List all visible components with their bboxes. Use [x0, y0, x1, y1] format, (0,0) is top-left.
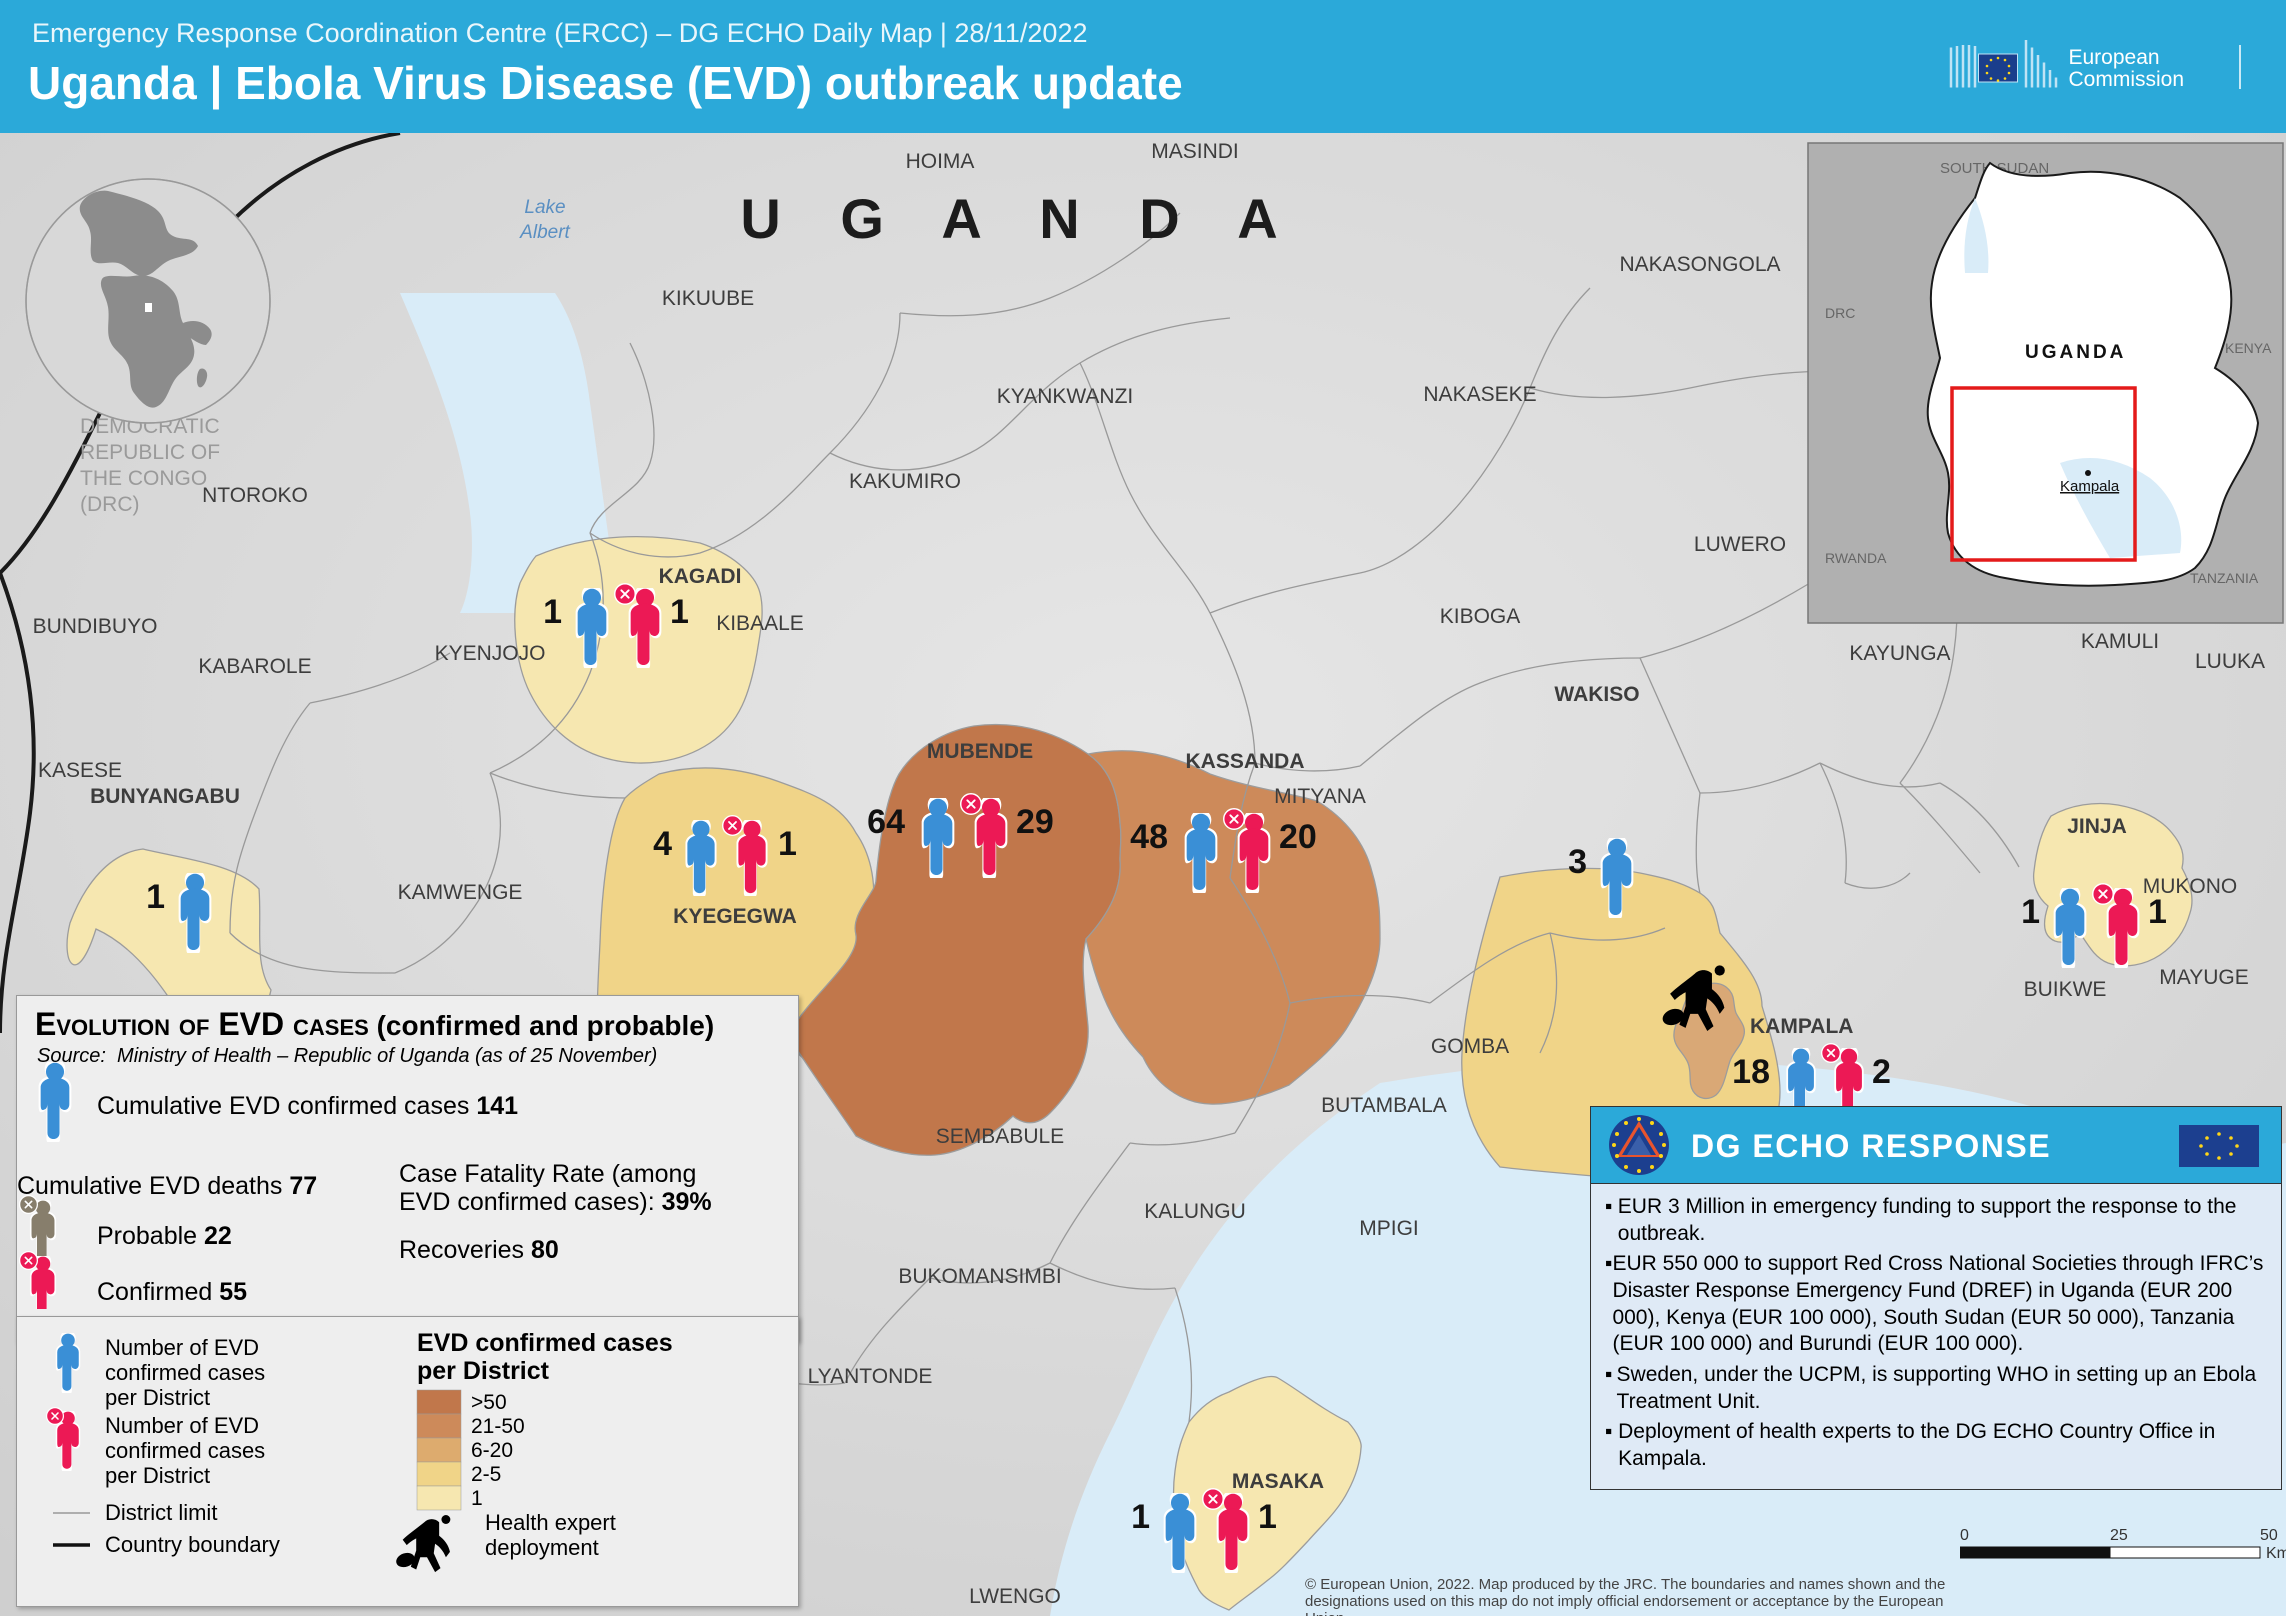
svg-text:Albert: Albert — [519, 222, 570, 243]
svg-text:(DRC): (DRC) — [80, 493, 139, 516]
svg-text:50: 50 — [2260, 1527, 2278, 1544]
svg-text:MUBENDE: MUBENDE — [927, 740, 1033, 763]
svg-text:1: 1 — [146, 878, 165, 916]
svg-text:3: 3 — [1568, 843, 1587, 881]
svg-text:21-50: 21-50 — [471, 1415, 525, 1438]
svg-text:MAYUGE: MAYUGE — [2159, 966, 2248, 989]
svg-text:KENYA: KENYA — [2225, 340, 2272, 356]
svg-text:NAKASONGOLA: NAKASONGOLA — [1619, 253, 1780, 276]
svg-text:Confirmed 55: Confirmed 55 — [97, 1278, 247, 1306]
svg-text:48: 48 — [1130, 818, 1168, 856]
svg-text:NAKASEKE: NAKASEKE — [1423, 383, 1536, 406]
svg-text:EVD confirmed cases: EVD confirmed cases — [417, 1329, 673, 1357]
svg-text:BUNDIBUYO: BUNDIBUYO — [33, 615, 158, 638]
svg-text:MASINDI: MASINDI — [1151, 140, 1239, 163]
svg-text:1: 1 — [2148, 893, 2167, 931]
svg-text:WAKISO: WAKISO — [1554, 683, 1639, 706]
svg-text:Cumulative EVD deaths 77: Cumulative EVD deaths 77 — [17, 1172, 317, 1200]
svg-text:Number of EVD: Number of EVD — [105, 1413, 259, 1438]
svg-text:KIBAALE: KIBAALE — [716, 612, 804, 635]
svg-text:1: 1 — [1258, 1498, 1277, 1536]
svg-text:BUTAMBALA: BUTAMBALA — [1321, 1094, 1447, 1117]
svg-text:MPIGI: MPIGI — [1359, 1217, 1419, 1240]
svg-text:Kampala: Kampala — [2060, 478, 2120, 495]
svg-text:BUKOMANSIMBI: BUKOMANSIMBI — [898, 1265, 1061, 1288]
svg-text:LUUKA: LUUKA — [2195, 650, 2265, 673]
svg-text:LYANTONDE: LYANTONDE — [808, 1365, 933, 1388]
svg-text:Probable 22: Probable 22 — [97, 1222, 232, 1250]
svg-text:1: 1 — [1131, 1498, 1150, 1536]
svg-text:KAMWENGE: KAMWENGE — [398, 881, 523, 904]
svg-text:MITYANA: MITYANA — [1274, 785, 1366, 808]
svg-text:Cumulative EVD confirmed cases: Cumulative EVD confirmed cases 141 — [97, 1092, 518, 1120]
svg-text:District limit: District limit — [105, 1500, 217, 1525]
svg-text:KAYUNGA: KAYUNGA — [1849, 642, 1950, 665]
svg-text:KAMPALA: KAMPALA — [1750, 1015, 1853, 1038]
svg-text:Number of EVD: Number of EVD — [105, 1335, 259, 1360]
svg-text:LUWERO: LUWERO — [1694, 533, 1786, 556]
svg-text:KYANKWANZI: KYANKWANZI — [997, 385, 1134, 408]
svg-text:1: 1 — [543, 593, 562, 631]
svg-text:LWENGO: LWENGO — [969, 1585, 1061, 1608]
svg-text:MASAKA: MASAKA — [1232, 1470, 1324, 1493]
svg-text:KIBOGA: KIBOGA — [1440, 605, 1521, 628]
svg-text:20: 20 — [1279, 818, 1317, 856]
svg-text:per District: per District — [105, 1385, 210, 1410]
svg-text:U G A N D A: U G A N D A — [740, 187, 1299, 250]
svg-text:EVD confirmed cases): 39%: EVD confirmed cases): 39% — [399, 1188, 712, 1216]
svg-text:GOMBA: GOMBA — [1431, 1035, 1509, 1058]
svg-text:64: 64 — [867, 803, 905, 841]
svg-text:deployment: deployment — [485, 1535, 599, 1560]
svg-text:25: 25 — [2110, 1527, 2128, 1544]
svg-text:Km: Km — [2266, 1545, 2286, 1562]
svg-text:4: 4 — [653, 825, 672, 863]
svg-text:JINJA: JINJA — [2067, 815, 2127, 838]
svg-text:1: 1 — [670, 593, 689, 631]
svg-text:SEMBABULE: SEMBABULE — [936, 1125, 1064, 1148]
svg-text:KASESE: KASESE — [38, 759, 122, 782]
svg-text:REPUBLIC OF: REPUBLIC OF — [80, 441, 220, 464]
svg-text:THE CONGO: THE CONGO — [80, 467, 207, 490]
svg-text:DRC: DRC — [1825, 305, 1855, 321]
svg-text:Commission: Commission — [2069, 68, 2185, 91]
svg-text:Case Fatality Rate (among: Case Fatality Rate (among — [399, 1160, 696, 1188]
svg-text:confirmed cases: confirmed cases — [105, 1360, 265, 1385]
svg-text:TANZANIA: TANZANIA — [2190, 570, 2259, 586]
svg-text:6-20: 6-20 — [471, 1439, 513, 1462]
svg-text:per District: per District — [417, 1357, 550, 1385]
svg-text:BUIKWE: BUIKWE — [2024, 978, 2107, 1001]
svg-text:HOIMA: HOIMA — [906, 150, 975, 173]
svg-text:DG ECHO RESPONSE: DG ECHO RESPONSE — [1691, 1128, 2051, 1164]
svg-text:29: 29 — [1016, 803, 1054, 841]
svg-text:>50: >50 — [471, 1391, 507, 1414]
svg-text:18: 18 — [1732, 1053, 1770, 1091]
svg-text:1: 1 — [2021, 893, 2040, 931]
svg-text:KAGADI: KAGADI — [659, 565, 742, 588]
svg-text:UGANDA: UGANDA — [2025, 342, 2126, 363]
svg-text:European: European — [2069, 46, 2160, 69]
svg-text:KAKUMIRO: KAKUMIRO — [849, 470, 961, 493]
svg-text:Recoveries 80: Recoveries 80 — [399, 1236, 559, 1264]
svg-text:per District: per District — [105, 1463, 210, 1488]
svg-text:KIKUUBE: KIKUUBE — [662, 287, 754, 310]
svg-text:KASSANDA: KASSANDA — [1185, 750, 1304, 773]
svg-text:Lake: Lake — [524, 197, 565, 218]
svg-text:KYEGEGWA: KYEGEGWA — [673, 905, 797, 928]
svg-text:NTOROKO: NTOROKO — [202, 484, 308, 507]
svg-text:KALUNGU: KALUNGU — [1144, 1200, 1246, 1223]
svg-text:2-5: 2-5 — [471, 1463, 501, 1486]
svg-text:2: 2 — [1872, 1053, 1891, 1091]
svg-text:1: 1 — [778, 825, 797, 863]
svg-text:KAMULI: KAMULI — [2081, 630, 2159, 653]
svg-text:Country boundary: Country boundary — [105, 1532, 280, 1557]
svg-text:KABAROLE: KABAROLE — [198, 655, 311, 678]
svg-text:1: 1 — [471, 1487, 483, 1510]
svg-text:KYENJOJO: KYENJOJO — [435, 642, 546, 665]
svg-text:BUNYANGABU: BUNYANGABU — [90, 785, 240, 808]
svg-text:0: 0 — [1960, 1527, 1969, 1544]
svg-text:Health expert: Health expert — [485, 1510, 616, 1535]
svg-text:confirmed cases: confirmed cases — [105, 1438, 265, 1463]
svg-text:RWANDA: RWANDA — [1825, 550, 1887, 566]
